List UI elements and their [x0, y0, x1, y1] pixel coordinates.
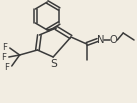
- Text: F: F: [4, 63, 9, 71]
- Text: O: O: [109, 35, 117, 45]
- Text: F: F: [2, 43, 7, 52]
- Text: N: N: [97, 35, 104, 45]
- Text: F: F: [1, 53, 6, 61]
- Text: S: S: [51, 59, 58, 69]
